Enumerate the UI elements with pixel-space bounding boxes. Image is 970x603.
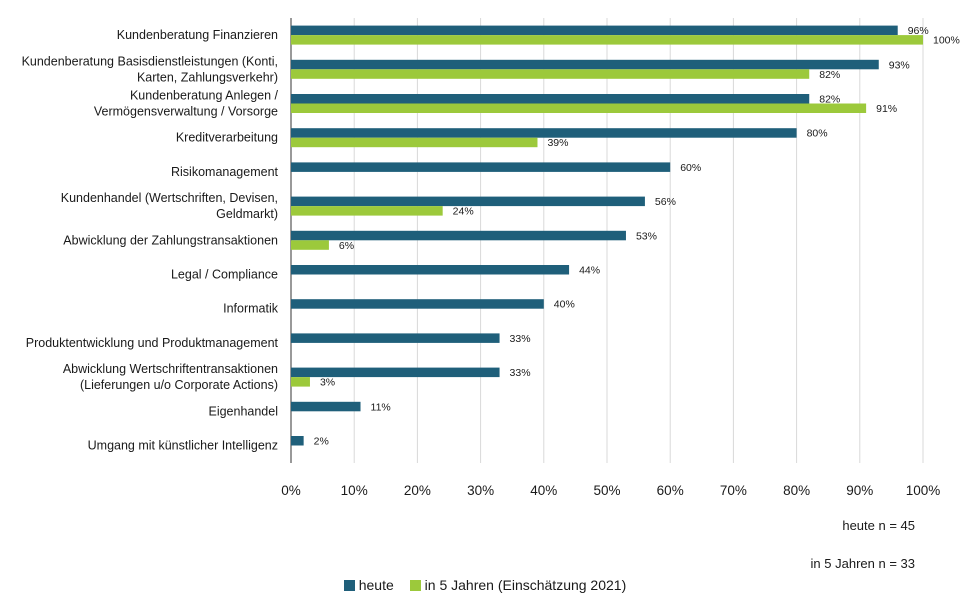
bar-heute <box>291 128 797 138</box>
bar-heute <box>291 59 879 70</box>
legend-label-heute: heute <box>358 577 394 593</box>
category-label: Abwicklung Wertschriftentransaktionen (Li… <box>63 362 278 392</box>
bar-heute <box>291 299 544 309</box>
data-label: 2% <box>314 436 329 448</box>
x-tick-label: 70% <box>720 483 747 498</box>
bar-heute <box>291 162 671 172</box>
bar-heute <box>291 265 570 275</box>
category-label: Risikomanagement <box>171 165 279 179</box>
x-tick-label: 0% <box>281 483 301 498</box>
data-label: 24% <box>453 206 474 218</box>
category-label: Kundenberatung Basisdienstleistungen (Ko… <box>22 54 278 84</box>
data-label: 82% <box>819 94 840 106</box>
bar-in-5-jahren <box>291 35 923 45</box>
data-label: 82% <box>819 69 840 81</box>
data-label: 40% <box>554 299 575 311</box>
data-label: 96% <box>908 25 929 37</box>
bar-heute <box>291 333 500 343</box>
data-label: 33% <box>510 333 531 345</box>
legend-label-in-5-jahren: in 5 Jahren (Einschätzung 2021) <box>424 577 627 593</box>
category-label: Kreditverarbeitung <box>176 131 278 145</box>
bar-heute <box>291 230 626 241</box>
bar-heute <box>291 196 645 207</box>
data-label: 33% <box>510 367 531 379</box>
category-label: Informatik <box>223 302 279 316</box>
x-tick-label: 60% <box>657 483 684 498</box>
bar-heute <box>291 367 500 378</box>
category-label: Kundenhandel (Wertschriften, Devisen, Gel… <box>61 191 278 221</box>
x-tick-label: 10% <box>341 483 368 498</box>
sample-size-in-5-jahren: in 5 Jahren n = 33 <box>810 556 915 571</box>
x-tick-label: 50% <box>593 483 620 498</box>
legend: heute in 5 Jahren (Einschätzung 2021) <box>0 577 970 594</box>
bar-heute <box>291 401 361 412</box>
data-label: 39% <box>547 137 568 149</box>
data-label: 3% <box>320 377 335 389</box>
bar-in-5-jahren <box>291 240 329 250</box>
bar-in-5-jahren <box>291 137 538 148</box>
bar-in-5-jahren <box>291 377 310 387</box>
x-tick-label: 80% <box>783 483 810 498</box>
category-label: Eigenhandel <box>208 404 278 418</box>
legend-item-in-5-jahren: in 5 Jahren (Einschätzung 2021) <box>409 577 627 593</box>
legend-swatch-in-5-jahren <box>409 579 421 591</box>
data-label: 11% <box>371 401 391 413</box>
x-tick-label: 20% <box>404 483 431 498</box>
category-label: Legal / Compliance <box>171 268 278 282</box>
bar-in-5-jahren <box>291 69 810 79</box>
bar-heute <box>291 94 810 104</box>
data-label: 53% <box>636 230 657 242</box>
data-label: 91% <box>876 103 897 115</box>
legend-item-heute: heute <box>343 577 394 593</box>
category-label: Abwicklung der Zahlungstransaktionen <box>63 233 278 247</box>
x-tick-label: 90% <box>846 483 873 498</box>
bar-heute <box>291 436 304 446</box>
x-tick-label: 30% <box>467 483 494 498</box>
category-label: Kundenberatung Anlegen / Vermögensverwalt… <box>94 89 279 119</box>
data-label: 6% <box>339 240 354 252</box>
data-label: 100% <box>933 35 960 47</box>
bar-chart: 0% 10% 20% 30% 40% 50% 60% 70% 80% 90% 100% Kundenb… <box>22 18 960 498</box>
x-tick-label: 100% <box>906 483 941 498</box>
category-label: Produktentwicklung und Produktmanagement <box>26 336 279 350</box>
bar-in-5-jahren <box>291 103 867 113</box>
category-label: Kundenberatung Finanzieren <box>117 28 278 42</box>
data-label: 93% <box>889 59 910 71</box>
bar-in-5-jahren <box>291 206 443 216</box>
data-label: 60% <box>680 162 701 174</box>
data-label: 44% <box>579 265 600 277</box>
bar-heute <box>291 25 898 36</box>
sample-size-heute: heute n = 45 <box>842 518 915 533</box>
x-tick-label: 40% <box>530 483 557 498</box>
category-label: Umgang mit künstlicher Intelligenz <box>88 439 278 453</box>
legend-swatch-heute <box>343 579 355 591</box>
data-label: 80% <box>807 128 828 140</box>
data-label: 56% <box>655 196 676 208</box>
